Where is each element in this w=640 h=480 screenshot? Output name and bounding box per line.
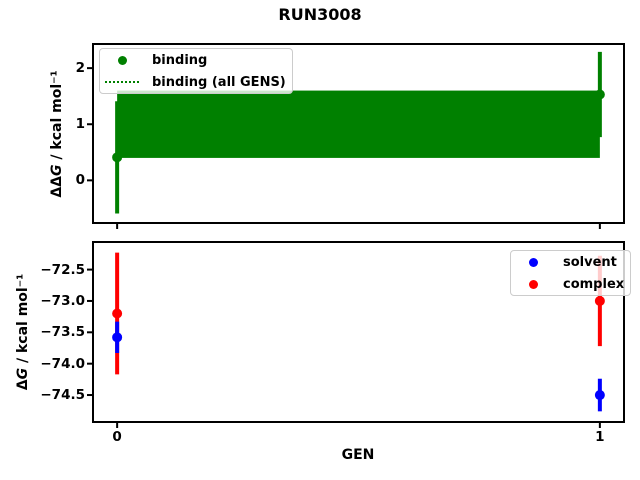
legend-item-binding: binding xyxy=(104,49,286,71)
y-axis-label-text: / kcal mol⁻¹ xyxy=(49,70,65,165)
legend-item-binding-all-gens: binding (all GENS) xyxy=(104,71,286,93)
complex-dot-icon xyxy=(528,279,538,289)
legend-item-complex: complex xyxy=(515,273,624,295)
legend-label: complex xyxy=(563,276,625,292)
dotted-line-icon xyxy=(105,81,139,83)
data-point-binding xyxy=(112,152,123,163)
y-tick-label: −74.5 xyxy=(40,387,85,404)
top-y-axis-label: ΔΔG / kcal mol⁻¹ xyxy=(49,70,65,197)
legend-handle xyxy=(515,257,551,267)
figure-title: RUN3008 xyxy=(278,5,362,24)
data-point-solvent xyxy=(112,332,123,343)
y-tick-label: −72.5 xyxy=(40,261,85,278)
y-axis-label-text: ΔΔ xyxy=(49,175,65,198)
data-point-complex xyxy=(112,308,123,319)
x-axis-label: GEN xyxy=(341,447,375,463)
x-tick-label: 0 xyxy=(112,429,122,445)
data-point-binding xyxy=(594,89,605,100)
y-tick-label: 0 xyxy=(75,172,85,189)
y-tick-label: 2 xyxy=(75,60,85,77)
y-tick-label: −73.0 xyxy=(40,292,85,309)
top-plot xyxy=(87,43,625,229)
axes-frame xyxy=(92,43,625,224)
legend-item-solvent: solvent xyxy=(515,251,624,273)
legend-label: solvent xyxy=(563,254,617,270)
legend-handle xyxy=(515,279,551,289)
legend-label: binding xyxy=(152,52,208,68)
data-point-complex xyxy=(594,295,605,306)
bottom-y-axis-label: ΔG / kcal mol⁻¹ xyxy=(15,274,31,390)
legend-label: binding (all GENS) xyxy=(152,74,286,90)
solvent-dot-icon xyxy=(528,257,538,267)
y-axis-label-text: G xyxy=(15,367,31,380)
y-tick-label: −73.5 xyxy=(40,324,85,341)
x-tick-label: 1 xyxy=(595,429,605,445)
y-axis-label-text: Δ xyxy=(15,379,31,391)
top-legend: binding binding (all GENS) xyxy=(99,48,293,94)
bottom-legend: solvent complex xyxy=(510,250,632,296)
legend-handle xyxy=(104,81,140,83)
binding-dot-icon xyxy=(117,55,127,65)
legend-handle xyxy=(104,55,140,65)
y-axis-label-text: G xyxy=(49,164,65,176)
y-axis-label-text: / kcal mol⁻¹ xyxy=(15,273,31,368)
bottom-plot xyxy=(87,241,625,428)
axes-frame xyxy=(92,241,625,423)
y-tick-label: 1 xyxy=(75,116,85,133)
data-point-solvent xyxy=(594,390,605,401)
y-tick-label: −74.0 xyxy=(40,355,85,372)
